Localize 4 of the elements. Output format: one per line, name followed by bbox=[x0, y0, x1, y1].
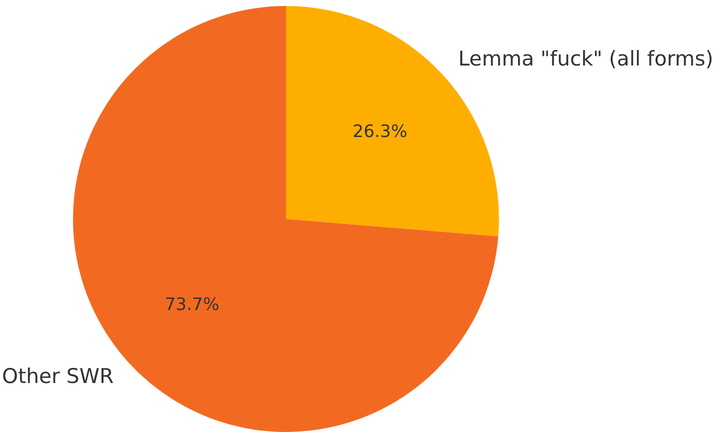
data-label: 26.3% bbox=[352, 122, 408, 142]
data-label: 73.7% bbox=[164, 295, 220, 316]
slice-label: Other SWR bbox=[2, 364, 114, 388]
slice-label: Lemma "fuck" (all forms) bbox=[458, 46, 714, 71]
